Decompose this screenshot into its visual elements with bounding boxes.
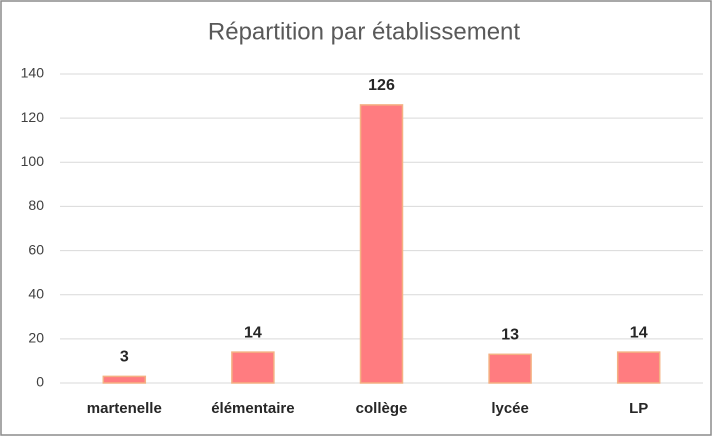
- y-tick-label: 80: [28, 197, 44, 213]
- bar: [488, 353, 532, 384]
- data-label: 13: [501, 327, 519, 344]
- x-tick-label: LP: [629, 400, 648, 417]
- chart-title: Répartition par établissement: [208, 18, 520, 45]
- x-tick-label: lycée: [491, 400, 529, 417]
- bar: [359, 104, 404, 384]
- y-tick-label: 100: [21, 153, 45, 169]
- data-label: 14: [244, 324, 262, 341]
- y-tick-label: 20: [28, 330, 44, 346]
- y-tick-label: 40: [28, 285, 44, 301]
- y-tick-label: 60: [28, 241, 44, 257]
- bar: [102, 375, 147, 384]
- x-tick-label: élémentaire: [211, 400, 294, 417]
- bar: [231, 351, 275, 384]
- bar: [616, 351, 661, 384]
- x-tick-label: martenelle: [87, 400, 162, 417]
- data-label: 3: [120, 349, 129, 366]
- y-tick-label: 120: [21, 109, 45, 125]
- y-tick-label: 140: [21, 65, 45, 81]
- y-tick-label: 0: [36, 374, 44, 390]
- x-tick-label: collège: [356, 400, 408, 417]
- data-label: 126: [368, 77, 395, 94]
- data-label: 14: [630, 324, 648, 341]
